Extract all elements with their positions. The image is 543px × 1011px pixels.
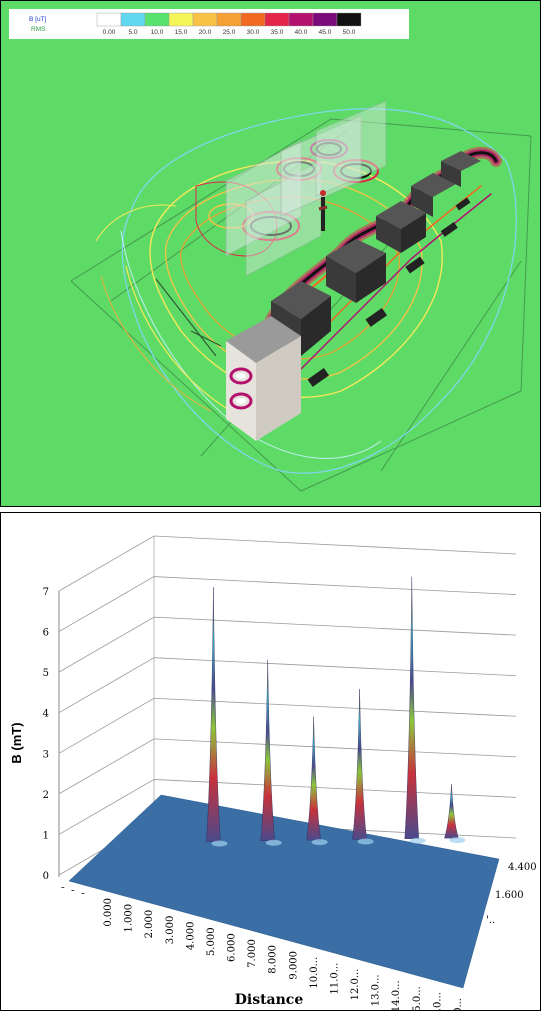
x-tick-mark: ': [71, 889, 82, 892]
x-tick-label: 15.0...: [412, 986, 423, 1010]
gridline: [58, 697, 517, 754]
x-tick-label: 13.0...: [371, 974, 382, 1006]
gridline: [58, 657, 517, 714]
z-tick-label: 4: [43, 709, 49, 720]
legend-label: 30.0: [247, 29, 260, 36]
outer-field-contour: [121, 108, 517, 474]
peak-base-splash: [211, 840, 228, 847]
z-tick-label: 0: [43, 871, 49, 882]
peak-base-splash: [311, 839, 328, 846]
x-tick-label: 11.0...: [329, 963, 340, 995]
x-tick-mark: ': [61, 886, 72, 889]
peak-base-splash: [265, 839, 282, 846]
legend-swatch: [336, 12, 362, 27]
legend-swatches: 0.00 5.0 10.0 15.0 20.0 25.0 30.0 35.0 40.0 45.0 5…: [96, 12, 362, 36]
depth-tick-label: 1.600: [495, 890, 524, 901]
surface-peak: [444, 784, 459, 839]
surface-peak: [306, 716, 321, 841]
z-tick-label: 6: [43, 628, 49, 639]
legend-swatch: [144, 12, 170, 27]
x-tick-label: 14.0...: [391, 980, 402, 1010]
peak-base-splash: [449, 837, 466, 844]
surface-floor: [68, 794, 500, 989]
legend-swatch: [312, 12, 338, 27]
x-tick-label: 17.0...: [453, 998, 464, 1010]
depth-tick-label: 4.400: [508, 862, 537, 873]
surface-peak: [352, 689, 367, 840]
cable-lines: [155, 278, 222, 357]
field-scene-panel: B [uT] RMS 0.00 5.0 10.0 15.0 20.0 25.0 30.0 35…: [0, 0, 541, 507]
surface-peak: [404, 576, 420, 839]
legend-label: 0.00: [103, 29, 116, 36]
legend-swatch: [216, 12, 242, 27]
x-tick-label: 7.000: [247, 939, 258, 968]
z-tick-label: 5: [43, 668, 49, 679]
legend-swatch: [168, 12, 194, 27]
legend-swatch: [96, 12, 122, 27]
legend-label: 15.0: [175, 29, 188, 36]
gridline: [58, 535, 517, 592]
x-tick-label: 5.000: [206, 927, 217, 956]
surface-base-plane: [68, 794, 500, 989]
legend-subtitle: RMS: [31, 26, 46, 33]
z-tick-label: 2: [43, 790, 49, 801]
x-tick-label: 16.0...: [432, 992, 443, 1010]
z-axis: 0 1 2 3 4 5 6 7: [43, 587, 49, 882]
legend-label: 10.0: [151, 29, 164, 36]
z-tick-label: 3: [43, 749, 49, 760]
peak-base-splash: [357, 838, 374, 845]
x-tick-label: 0.000: [103, 898, 114, 927]
x-tick-label: 4.000: [185, 922, 196, 951]
depth-axis: 4.400 1.600 '..: [486, 862, 537, 926]
surface-peaks: [206, 576, 466, 847]
legend-label: 40.0: [295, 29, 308, 36]
x-axis: '''0.000 1.000 2.000 3.000 4.000 5.000 6.000 7.…: [61, 886, 464, 1010]
x-tick-label: 10.0...: [309, 957, 320, 989]
y-axis-title: B (mT): [9, 722, 24, 763]
legend-label: 35.0: [271, 29, 284, 36]
z-tick-label: 7: [43, 587, 49, 598]
legend-label: 25.0: [223, 29, 236, 36]
z-tick-label: 1: [43, 830, 49, 841]
legend-label: 5.0: [128, 29, 137, 36]
legend-label: 45.0: [319, 29, 332, 36]
x-axis-title: Distance: [235, 992, 304, 1008]
x-tick-mark: ': [81, 892, 92, 895]
person-figure: [318, 190, 328, 231]
x-tick-label: 3.000: [165, 916, 176, 945]
x-tick-label: 8.000: [268, 945, 279, 974]
gridline: [58, 576, 517, 632]
gridline: [58, 738, 517, 795]
transparent-walls: [225, 100, 387, 277]
x-tick-label: 2.000: [144, 910, 155, 939]
legend-swatch: [288, 12, 314, 27]
legend-label: 20.0: [199, 29, 212, 36]
color-legend: B [uT] RMS 0.00 5.0 10.0 15.0 20.0 25.0 30.0 35…: [9, 9, 409, 39]
peak-base-splash: [409, 837, 426, 844]
x-tick-label: 6.000: [227, 933, 238, 962]
surface-peak: [206, 587, 221, 842]
legend-title: B [uT]: [29, 16, 47, 23]
legend-swatch: [240, 12, 266, 27]
main-transformer: [226, 316, 301, 441]
depth-tick-mark: '..: [486, 915, 495, 926]
surface-peak: [260, 659, 275, 841]
legend-swatch: [192, 12, 218, 27]
gridline: [58, 616, 517, 673]
legend-label: 50.0: [343, 29, 356, 36]
x-tick-label: 12.0...: [350, 969, 361, 1001]
x-tick-label: 1.000: [124, 904, 135, 933]
legend-swatch: [120, 12, 146, 27]
x-tick-label: 9.000: [288, 951, 299, 980]
field-scene-image: B [uT] RMS 0.00 5.0 10.0 15.0 20.0 25.0 30.0 35…: [1, 1, 540, 506]
legend-swatch: [264, 12, 290, 27]
